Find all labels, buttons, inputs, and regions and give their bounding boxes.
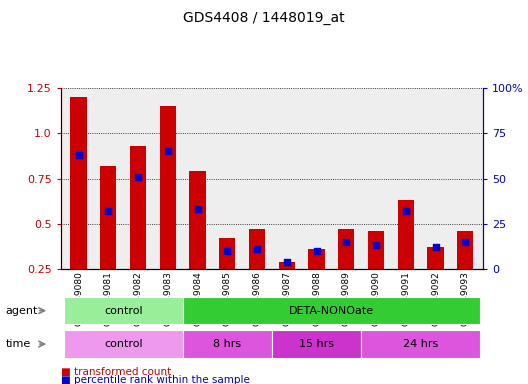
Bar xyxy=(398,200,414,314)
Point xyxy=(372,242,380,248)
Point xyxy=(313,248,321,254)
Point xyxy=(431,244,440,250)
Bar xyxy=(279,262,295,314)
Bar xyxy=(457,231,474,314)
Text: control: control xyxy=(104,339,143,349)
Point xyxy=(193,206,202,212)
Text: DETA-NONOate: DETA-NONOate xyxy=(289,306,374,316)
Bar xyxy=(249,229,265,314)
Bar xyxy=(130,146,146,314)
Bar xyxy=(308,249,325,314)
Bar xyxy=(427,247,444,314)
Text: 8 hrs: 8 hrs xyxy=(213,339,241,349)
Text: control: control xyxy=(104,306,143,316)
Point xyxy=(282,258,291,265)
Bar xyxy=(368,231,384,314)
Bar xyxy=(100,166,117,314)
Bar xyxy=(219,238,235,314)
Point xyxy=(134,174,142,180)
Bar xyxy=(70,98,87,314)
Point xyxy=(342,239,351,245)
Point xyxy=(402,208,410,214)
Text: 24 hrs: 24 hrs xyxy=(403,339,438,349)
Bar xyxy=(159,106,176,314)
Text: ■ percentile rank within the sample: ■ percentile rank within the sample xyxy=(61,375,250,384)
Point xyxy=(164,149,172,155)
Text: time: time xyxy=(5,339,31,349)
Text: ■ transformed count: ■ transformed count xyxy=(61,367,171,377)
Text: GDS4408 / 1448019_at: GDS4408 / 1448019_at xyxy=(183,11,345,25)
Point xyxy=(223,248,231,254)
Bar xyxy=(190,171,206,314)
Bar xyxy=(338,229,354,314)
Point xyxy=(104,208,112,214)
Text: 15 hrs: 15 hrs xyxy=(299,339,334,349)
Text: agent: agent xyxy=(5,306,37,316)
Point xyxy=(74,152,83,158)
Point xyxy=(461,239,469,245)
Point xyxy=(253,246,261,252)
